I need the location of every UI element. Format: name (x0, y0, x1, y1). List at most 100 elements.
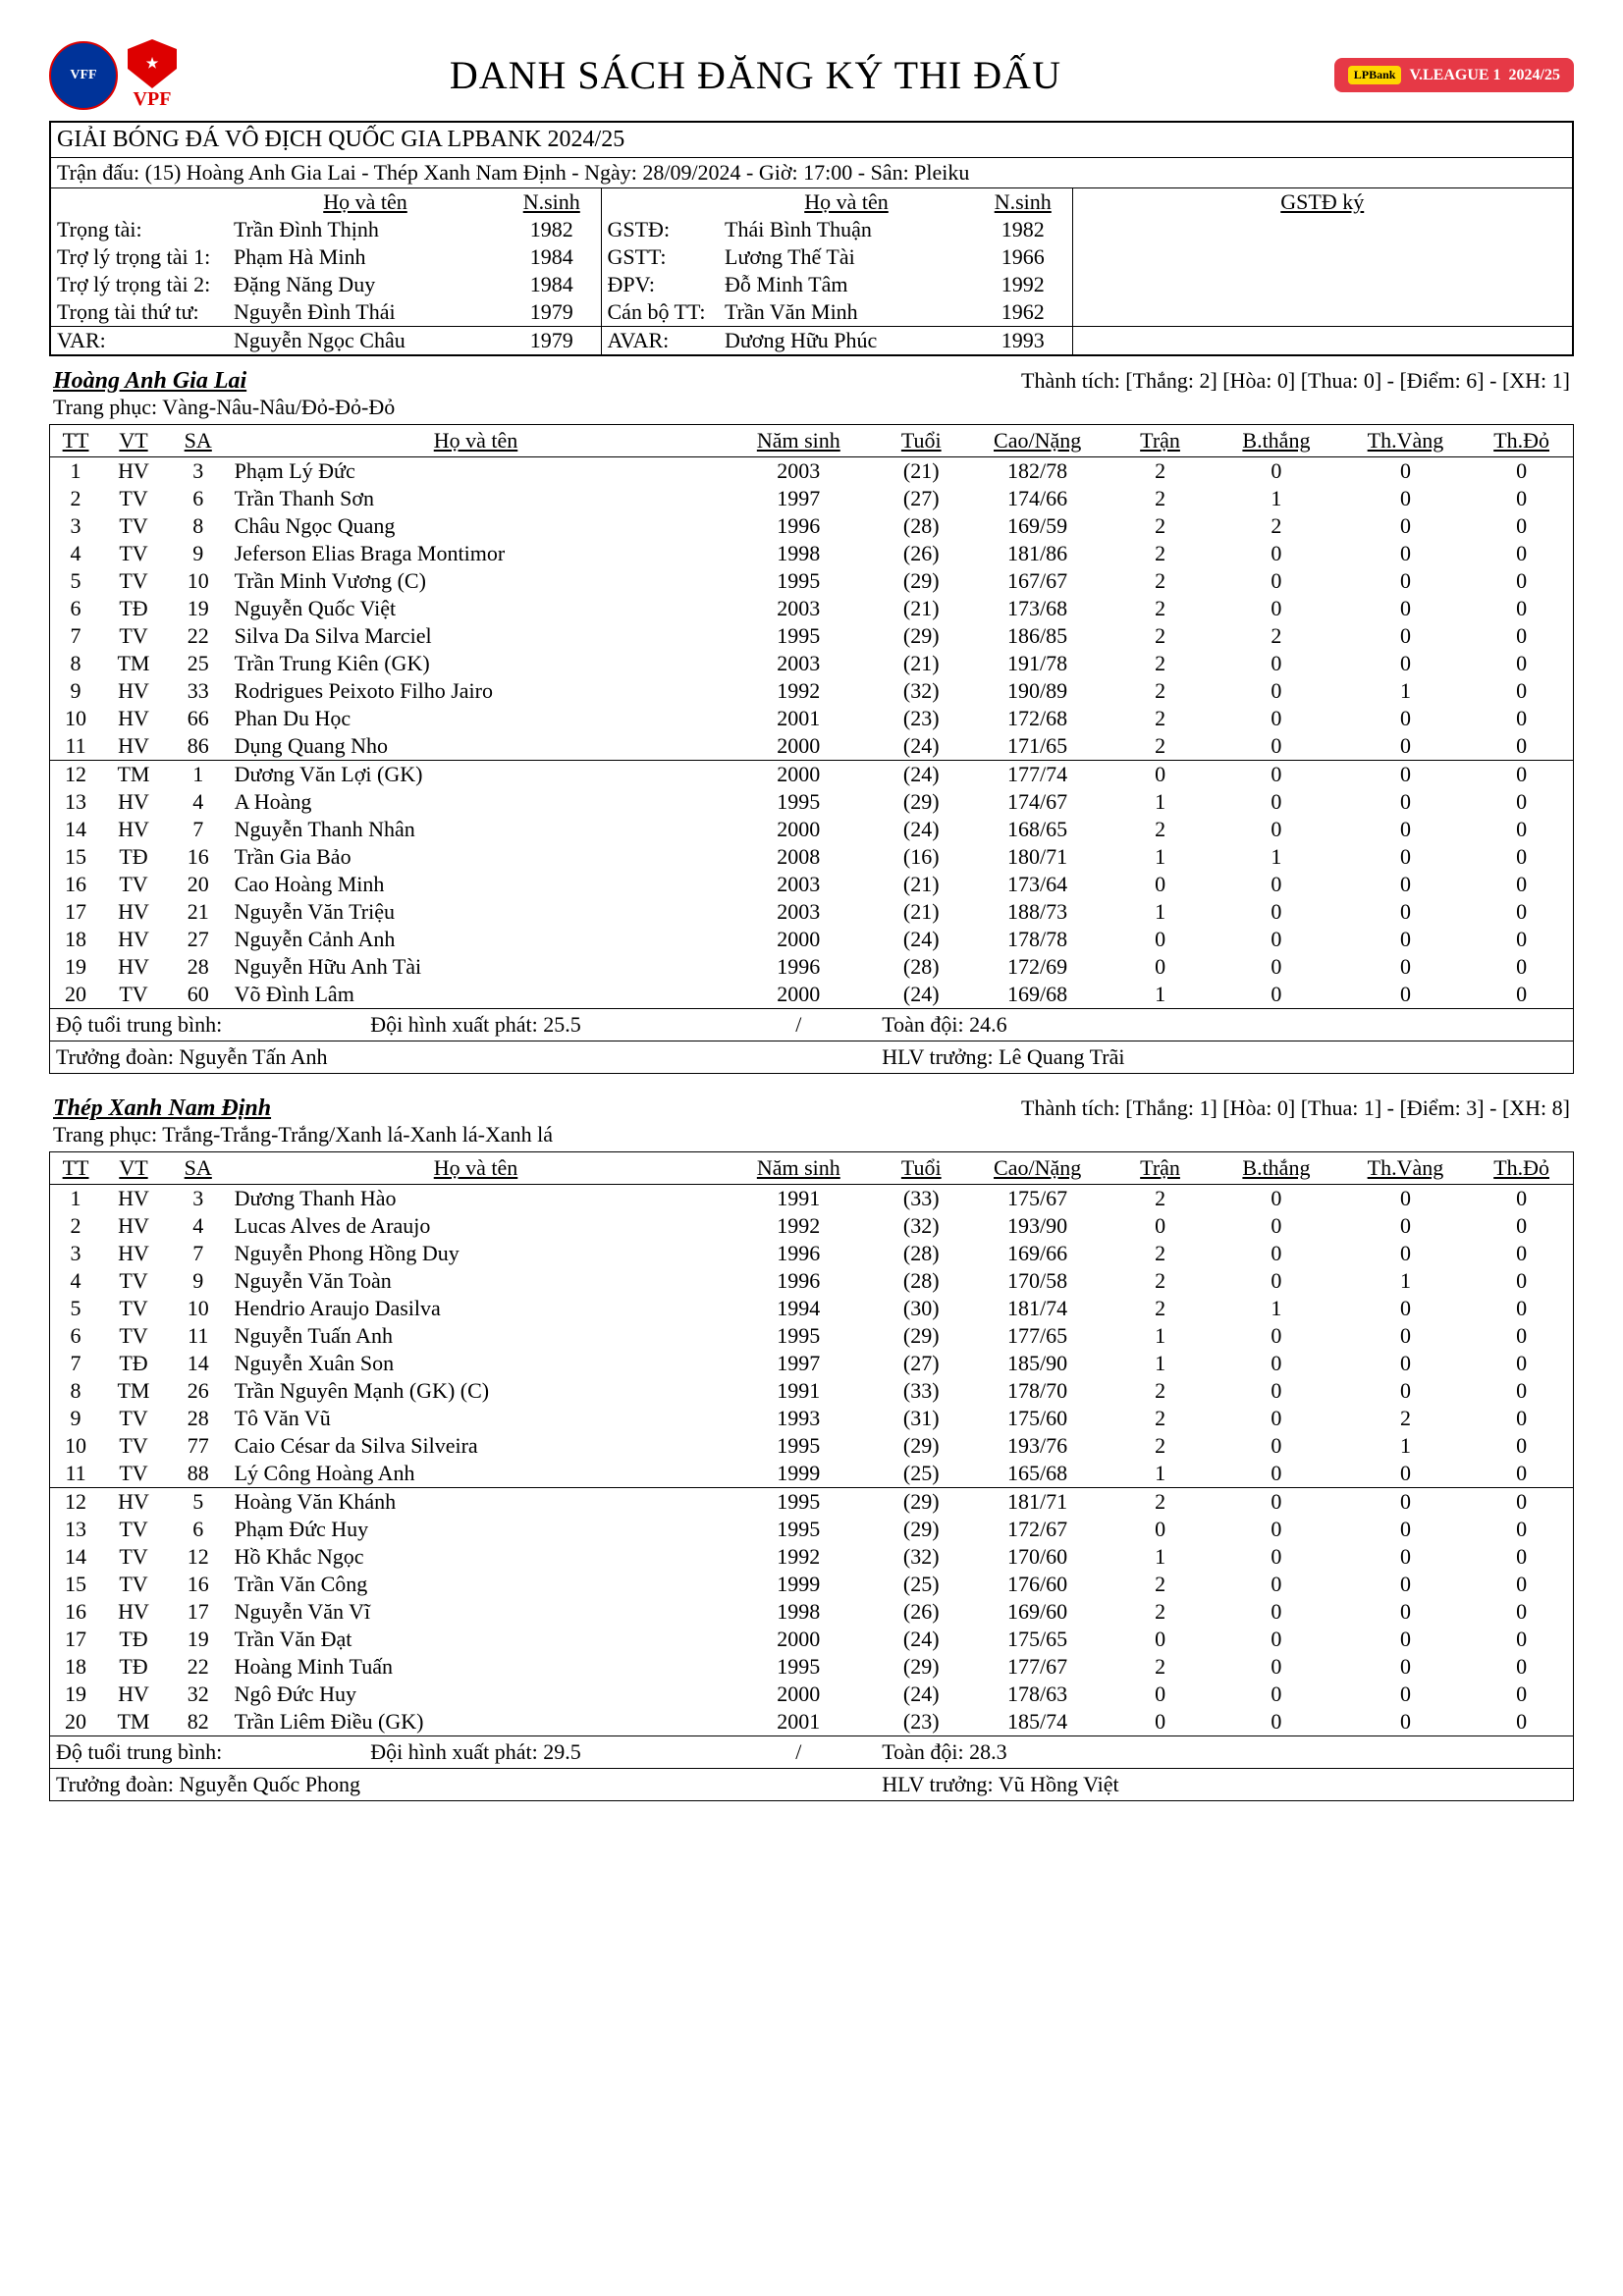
logos-left: VFF ★ VPF (49, 39, 177, 111)
cell-ns: 1992 (721, 1543, 876, 1571)
cell-tran: 2 (1109, 1405, 1212, 1432)
cell-tv: 0 (1341, 512, 1471, 540)
hdr-tuoi: Tuổi (876, 1152, 966, 1185)
player-row: 17HV21Nguyễn Văn Triệu2003(21)188/731000 (50, 898, 1574, 926)
hdr-vt: VT (101, 1152, 166, 1185)
cell-sa: 82 (166, 1708, 231, 1736)
cell-tt: 12 (50, 761, 102, 789)
cell-tt: 13 (50, 1516, 102, 1543)
cell-ns: 1999 (721, 1460, 876, 1488)
hdr-cn: Cao/Nặng (966, 1152, 1109, 1185)
team-header: Thép Xanh Nam ĐịnhThành tích: [Thắng: 1]… (49, 1095, 1574, 1122)
cell-tt: 20 (50, 981, 102, 1009)
player-row: 10HV66Phan Du Học2001(23)172/682000 (50, 705, 1574, 732)
cell-bt: 0 (1212, 732, 1341, 761)
cell-bt: 0 (1212, 1708, 1341, 1736)
cell-tran: 0 (1109, 761, 1212, 789)
cell-name: Trần Nguyên Mạnh (GK) (C) (231, 1377, 722, 1405)
cell-tran: 2 (1109, 595, 1212, 622)
cell-tv: 0 (1341, 1460, 1471, 1488)
cell-tv: 0 (1341, 1377, 1471, 1405)
cell-sa: 1 (166, 761, 231, 789)
cell-vt: HV (101, 1488, 166, 1517)
age-row: Độ tuổi trung bình:Đội hình xuất phát: 2… (50, 1736, 1574, 1769)
cell-cn: 181/86 (966, 540, 1109, 567)
cell-tt: 5 (50, 1295, 102, 1322)
cell-ns: 1997 (721, 485, 876, 512)
cell-tran: 2 (1109, 1598, 1212, 1626)
ref-name: Phạm Hà Minh (228, 243, 503, 271)
cell-name: Phạm Đức Huy (231, 1516, 722, 1543)
cell-sa: 25 (166, 650, 231, 677)
cell-vt: TV (101, 981, 166, 1009)
players-table: TTVTSAHọ và tênNăm sinhTuổiCao/NặngTrậnB… (49, 424, 1574, 1074)
player-row: 16TV20Cao Hoàng Minh2003(21)173/640000 (50, 871, 1574, 898)
cell-tuoi: (28) (876, 1267, 966, 1295)
cell-td: 0 (1470, 650, 1573, 677)
cell-sa: 28 (166, 1405, 231, 1432)
cell-bt: 0 (1212, 926, 1341, 953)
cell-cn: 178/78 (966, 926, 1109, 953)
cell-tt: 3 (50, 512, 102, 540)
cell-vt: TV (101, 540, 166, 567)
cell-bt: 0 (1212, 1516, 1341, 1543)
cell-cn: 172/69 (966, 953, 1109, 981)
cell-sa: 77 (166, 1432, 231, 1460)
cell-tt: 10 (50, 1432, 102, 1460)
hdr-bt: B.thắng (1212, 1152, 1341, 1185)
cell-tv: 0 (1341, 1488, 1471, 1517)
cell-tuoi: (32) (876, 1212, 966, 1240)
cell-td: 0 (1470, 1350, 1573, 1377)
avar-role: AVAR: (601, 327, 719, 355)
cell-td: 0 (1470, 788, 1573, 816)
cell-td: 0 (1470, 1185, 1573, 1213)
ref-name: Trần Đình Thịnh (228, 216, 503, 243)
cell-tran: 1 (1109, 1543, 1212, 1571)
cell-bt: 0 (1212, 1460, 1341, 1488)
cell-tt: 19 (50, 953, 102, 981)
cell-tuoi: (25) (876, 1571, 966, 1598)
cell-ns: 1997 (721, 1350, 876, 1377)
cell-name: Dụng Quang Nho (231, 732, 722, 761)
cell-tuoi: (27) (876, 485, 966, 512)
cell-tt: 17 (50, 1626, 102, 1653)
cell-tuoi: (33) (876, 1185, 966, 1213)
cell-name: Nguyễn Phong Hồng Duy (231, 1240, 722, 1267)
cell-ns: 2001 (721, 705, 876, 732)
cell-tuoi: (30) (876, 1295, 966, 1322)
ref-name: Lương Thế Tài (719, 243, 974, 271)
cell-td: 0 (1470, 705, 1573, 732)
cell-cn: 175/65 (966, 1626, 1109, 1653)
cell-tv: 0 (1341, 1350, 1471, 1377)
cell-sa: 60 (166, 981, 231, 1009)
cell-cn: 173/68 (966, 595, 1109, 622)
cell-tv: 0 (1341, 1295, 1471, 1322)
cell-tran: 1 (1109, 788, 1212, 816)
hdr-tran: Trận (1109, 425, 1212, 457)
cell-tt: 15 (50, 843, 102, 871)
ref-year: 1984 (503, 243, 601, 271)
cell-ns: 2003 (721, 595, 876, 622)
cell-cn: 185/90 (966, 1350, 1109, 1377)
cell-tran: 2 (1109, 1295, 1212, 1322)
cell-td: 0 (1470, 1267, 1573, 1295)
cell-ns: 2000 (721, 816, 876, 843)
cell-tuoi: (29) (876, 1432, 966, 1460)
cell-vt: HV (101, 1681, 166, 1708)
cell-sa: 22 (166, 622, 231, 650)
cell-ns: 1998 (721, 1598, 876, 1626)
player-row: 7TV22Silva Da Silva Marciel1995(29)186/8… (50, 622, 1574, 650)
cell-cn: 173/64 (966, 871, 1109, 898)
cell-vt: TV (101, 622, 166, 650)
cell-vt: HV (101, 457, 166, 486)
hdr-td: Th.Đỏ (1470, 425, 1573, 457)
cell-cn: 177/67 (966, 1653, 1109, 1681)
cell-tt: 8 (50, 650, 102, 677)
cell-tt: 12 (50, 1488, 102, 1517)
player-row: 2HV4Lucas Alves de Araujo1992(32)193/900… (50, 1212, 1574, 1240)
hdr-sa: SA (166, 425, 231, 457)
cell-ns: 1995 (721, 622, 876, 650)
cell-tt: 20 (50, 1708, 102, 1736)
cell-td: 0 (1470, 1516, 1573, 1543)
player-row: 19HV28Nguyễn Hữu Anh Tài1996(28)172/6900… (50, 953, 1574, 981)
